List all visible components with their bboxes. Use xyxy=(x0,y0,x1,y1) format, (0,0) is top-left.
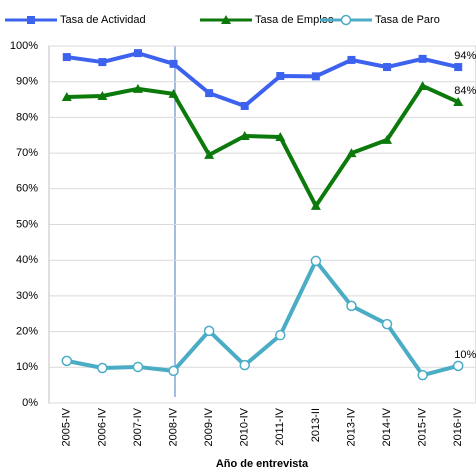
data-point xyxy=(61,92,72,102)
data-point xyxy=(132,83,143,93)
series-line xyxy=(66,83,460,208)
data-point xyxy=(168,365,179,377)
legend-label: Tasa de Paro xyxy=(375,14,440,26)
x-axis-title: Año de entrevista xyxy=(216,458,309,470)
y-tick-label: 40% xyxy=(16,254,38,266)
data-point xyxy=(97,90,108,100)
x-tick-label: 2009-IV xyxy=(203,407,215,446)
data-point xyxy=(452,360,464,372)
data-point xyxy=(97,362,108,374)
x-tick-label: 2010-IV xyxy=(239,407,251,446)
data-point xyxy=(240,101,249,110)
data-point xyxy=(204,149,215,159)
x-tick-label: 2015-IV xyxy=(417,407,429,446)
legend-label: Tasa de Actividad xyxy=(60,14,146,26)
data-point xyxy=(169,59,178,68)
y-tick-label: 50% xyxy=(16,218,38,230)
value-label: 84% xyxy=(454,85,476,97)
series-line xyxy=(66,51,459,108)
data-point xyxy=(382,134,393,144)
y-tick-label: 80% xyxy=(16,111,38,123)
y-tick-label: 0% xyxy=(22,397,38,409)
data-point xyxy=(310,200,321,210)
y-tick-label: 70% xyxy=(16,147,38,159)
data-point xyxy=(347,55,356,64)
x-tick-label: 2008-IV xyxy=(167,407,179,446)
value-label: 94% xyxy=(454,50,476,62)
x-tick-label: 2013-IV xyxy=(345,407,357,446)
y-tick-label: 60% xyxy=(16,183,38,195)
data-point xyxy=(239,359,250,371)
data-point xyxy=(418,54,427,63)
data-point xyxy=(310,255,322,267)
x-tick-label: 2014-IV xyxy=(381,407,393,446)
data-point xyxy=(98,58,107,67)
x-tick-label: 2013-II xyxy=(310,408,322,442)
y-tick-label: 30% xyxy=(16,290,38,302)
data-point xyxy=(61,355,73,367)
legend-marker xyxy=(221,15,231,24)
x-tick-label: 2007-IV xyxy=(132,407,144,446)
data-point xyxy=(453,97,464,107)
x-tick-label: 2016-IV xyxy=(452,407,464,446)
data-point xyxy=(417,369,428,381)
data-point xyxy=(205,89,214,98)
x-tick-label: 2006-IV xyxy=(96,407,108,446)
value-label: 10% xyxy=(454,349,476,361)
data-point xyxy=(454,63,463,72)
series-line xyxy=(66,258,459,378)
data-point xyxy=(133,49,142,58)
x-tick-label: 2011-IV xyxy=(274,407,286,445)
data-point xyxy=(383,63,392,72)
legend-label: Tasa de Empleo xyxy=(255,14,334,26)
y-tick-label: 10% xyxy=(16,361,38,373)
data-point xyxy=(346,300,357,312)
data-point xyxy=(275,132,286,142)
data-point xyxy=(381,318,393,330)
data-point xyxy=(276,71,285,80)
data-point xyxy=(62,53,71,62)
data-point xyxy=(132,361,144,373)
data-point xyxy=(168,88,179,98)
legend-marker xyxy=(27,16,35,24)
data-point xyxy=(275,329,286,341)
data-point xyxy=(311,72,320,81)
y-tick-label: 20% xyxy=(16,326,38,338)
y-tick-label: 90% xyxy=(16,76,38,88)
legend-marker xyxy=(340,14,352,26)
data-point xyxy=(417,80,428,90)
x-tick-label: 2005-IV xyxy=(61,407,73,446)
data-point xyxy=(346,148,357,158)
data-point xyxy=(239,130,250,140)
data-point xyxy=(203,325,215,337)
y-tick-label: 100% xyxy=(10,40,38,52)
